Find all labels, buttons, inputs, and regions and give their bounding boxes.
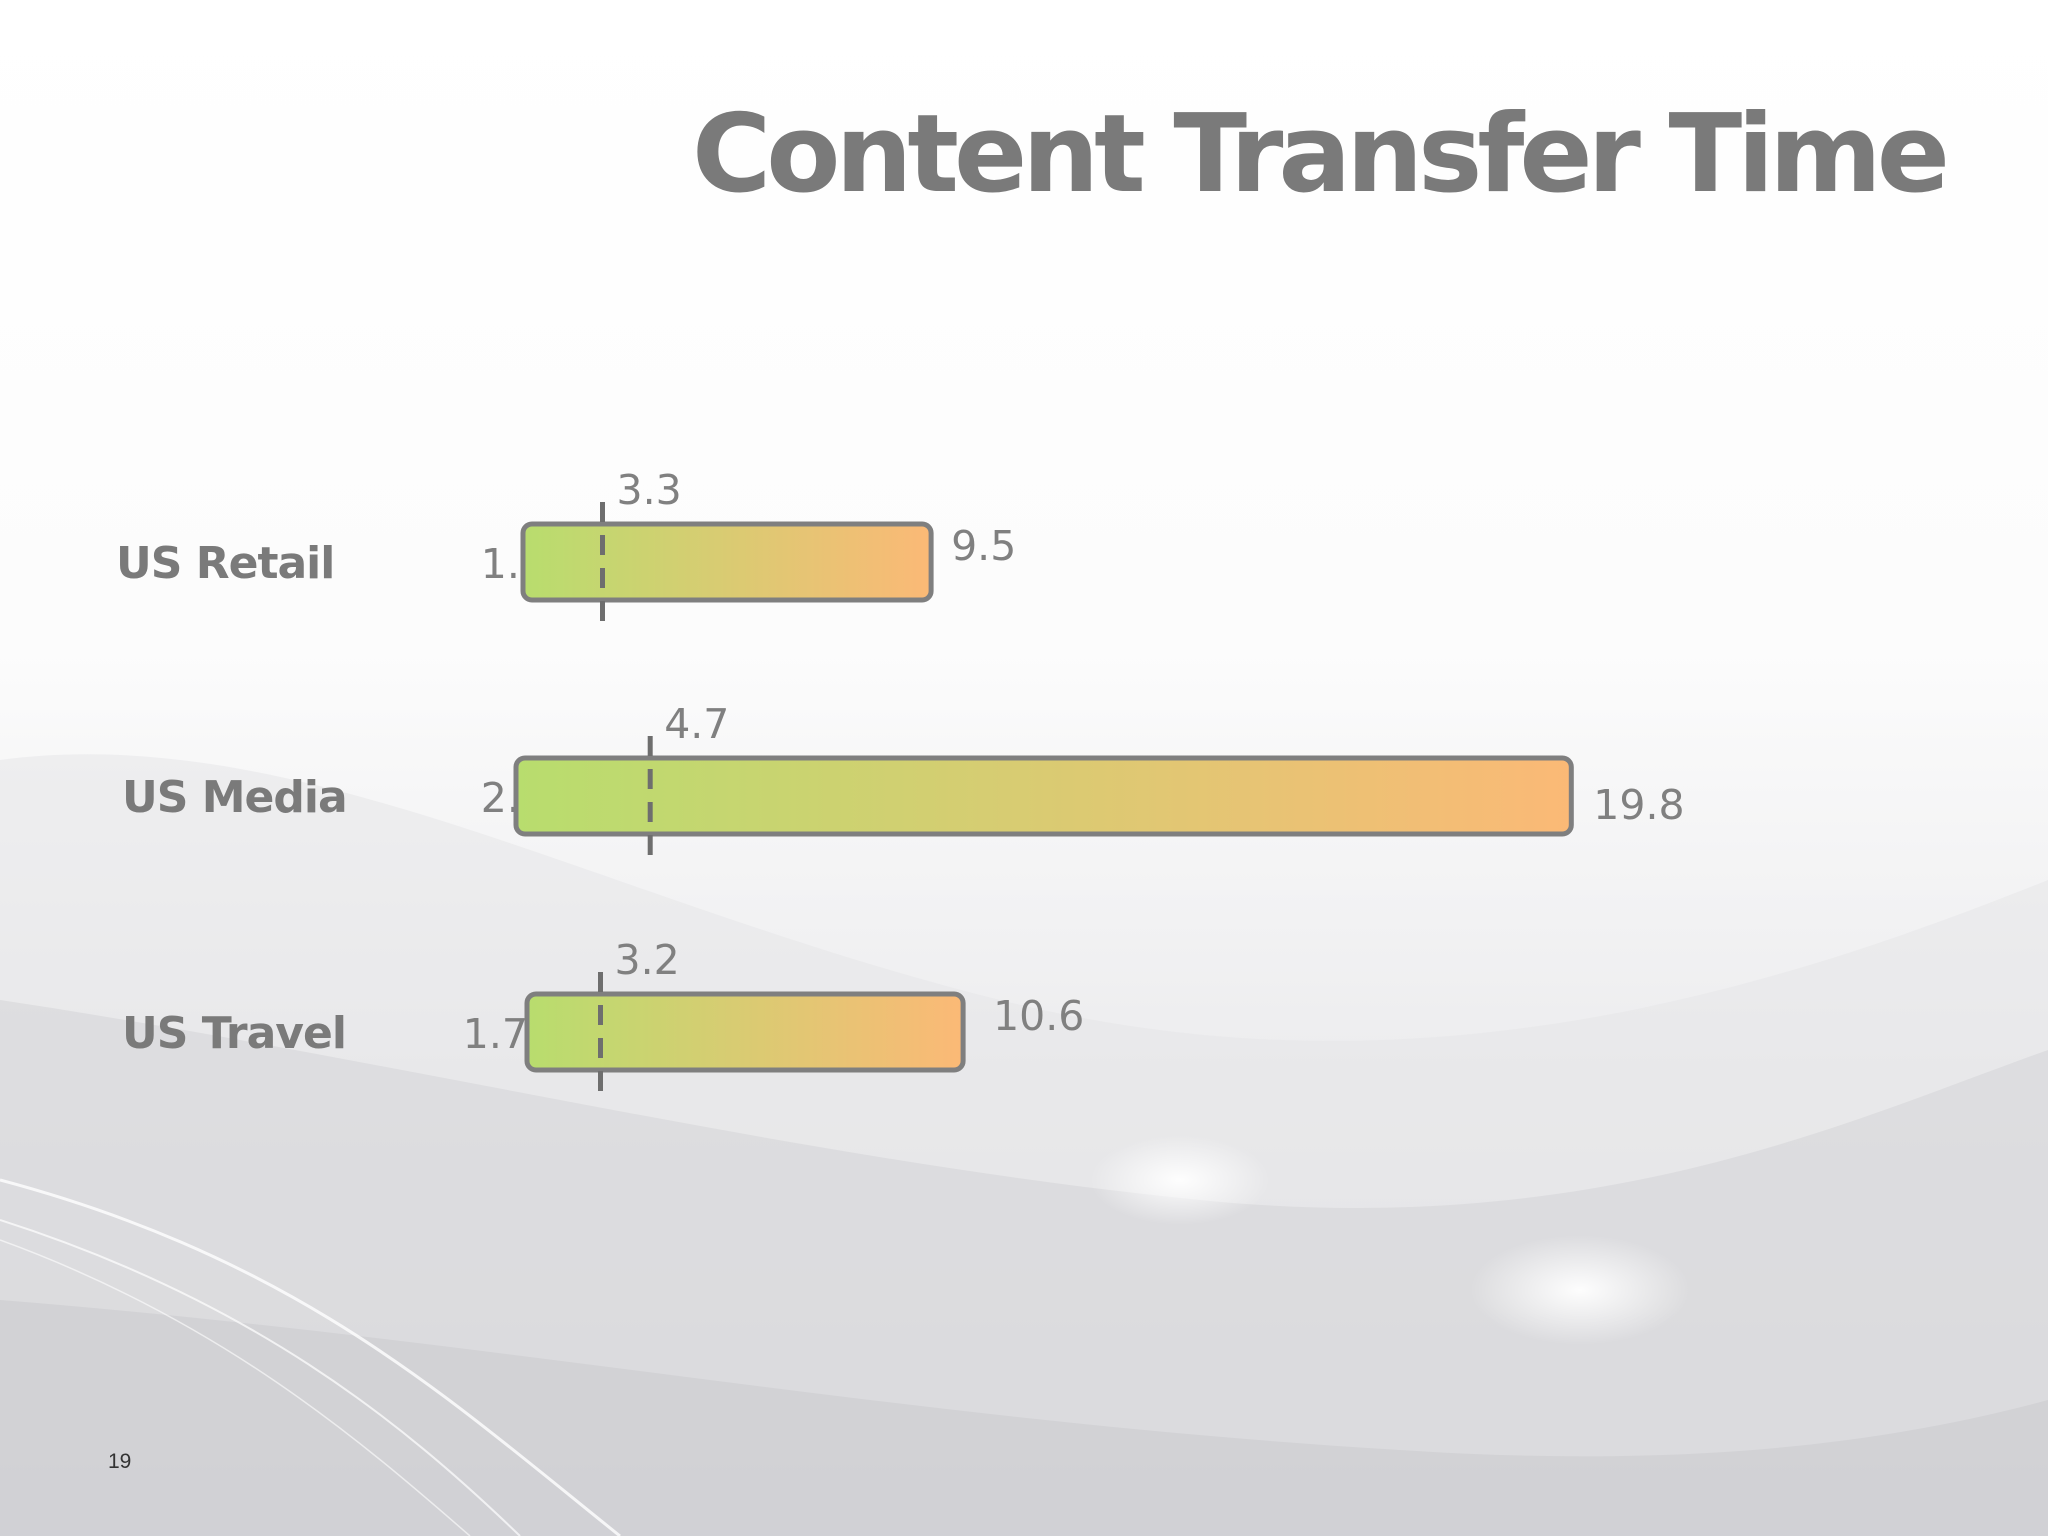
max-value-label: 10.6	[993, 992, 1084, 1040]
range-bar	[513, 755, 1574, 837]
page-number: 19	[108, 1450, 132, 1473]
slide-title: Content Transfer Time	[691, 92, 1950, 217]
marker-value-label: 3.3	[617, 466, 682, 514]
category-label: US Travel	[122, 1008, 346, 1059]
category-label: US Retail	[116, 538, 334, 589]
marker-value-label: 4.7	[664, 700, 729, 748]
max-value-label: 9.5	[951, 522, 1016, 570]
range-bar	[524, 991, 966, 1073]
marker-value-label: 3.2	[615, 936, 680, 984]
min-value-label: 1.7	[463, 1010, 528, 1058]
range-bar	[520, 521, 934, 603]
category-label: US Media	[122, 772, 347, 823]
max-value-label: 19.8	[1593, 781, 1684, 829]
